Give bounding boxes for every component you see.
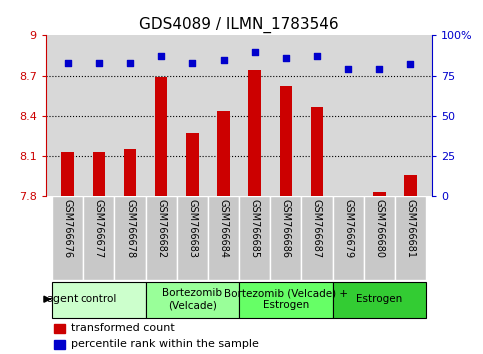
Text: transformed count: transformed count <box>71 324 175 333</box>
Bar <box>333 196 364 280</box>
Text: GSM766679: GSM766679 <box>343 199 353 258</box>
Bar <box>395 196 426 280</box>
Point <box>375 67 383 72</box>
Text: GSM766682: GSM766682 <box>156 199 166 258</box>
Text: GSM766686: GSM766686 <box>281 199 291 258</box>
Text: agent: agent <box>46 294 79 304</box>
Text: GSM766683: GSM766683 <box>187 199 198 258</box>
Text: percentile rank within the sample: percentile rank within the sample <box>71 339 259 349</box>
Bar <box>270 196 301 280</box>
Bar <box>404 175 417 196</box>
Text: control: control <box>81 294 117 304</box>
Point <box>95 60 103 65</box>
Bar <box>145 196 177 280</box>
Point <box>188 60 196 65</box>
Bar <box>333 282 426 318</box>
Bar <box>301 196 333 280</box>
Title: GDS4089 / ILMN_1783546: GDS4089 / ILMN_1783546 <box>139 16 339 33</box>
Bar <box>52 282 145 318</box>
Bar <box>239 196 270 280</box>
Bar <box>114 196 145 280</box>
Text: Bortezomib
(Velcade): Bortezomib (Velcade) <box>162 289 222 310</box>
Bar <box>124 149 136 196</box>
Bar <box>93 152 105 196</box>
Bar <box>177 196 208 280</box>
Point <box>64 60 71 65</box>
Point <box>313 53 321 59</box>
Bar <box>54 324 65 333</box>
Bar <box>155 77 168 196</box>
Point <box>407 62 414 67</box>
Bar <box>145 282 239 318</box>
Point <box>157 53 165 59</box>
Point <box>282 55 290 61</box>
Text: GSM766687: GSM766687 <box>312 199 322 258</box>
Text: GSM766678: GSM766678 <box>125 199 135 258</box>
Bar <box>217 110 230 196</box>
Bar <box>364 196 395 280</box>
Bar <box>61 152 74 196</box>
Bar <box>52 196 83 280</box>
Bar <box>280 86 292 196</box>
Point <box>220 57 227 62</box>
Text: Bortezomib (Velcade) +
Estrogen: Bortezomib (Velcade) + Estrogen <box>224 289 348 310</box>
Text: GSM766681: GSM766681 <box>405 199 415 258</box>
Bar <box>248 70 261 196</box>
Bar <box>54 339 65 349</box>
Text: GSM766685: GSM766685 <box>250 199 260 258</box>
Text: GSM766676: GSM766676 <box>63 199 73 258</box>
Point <box>251 48 258 54</box>
Text: GSM766680: GSM766680 <box>374 199 384 258</box>
Bar <box>208 196 239 280</box>
Text: GSM766677: GSM766677 <box>94 199 104 258</box>
Text: Estrogen: Estrogen <box>356 294 402 304</box>
Point <box>344 67 352 72</box>
Text: GSM766684: GSM766684 <box>218 199 228 258</box>
Point <box>126 60 134 65</box>
Bar <box>186 133 199 196</box>
Bar <box>239 282 333 318</box>
Bar <box>311 107 323 196</box>
Bar <box>373 193 385 196</box>
Bar <box>83 196 114 280</box>
